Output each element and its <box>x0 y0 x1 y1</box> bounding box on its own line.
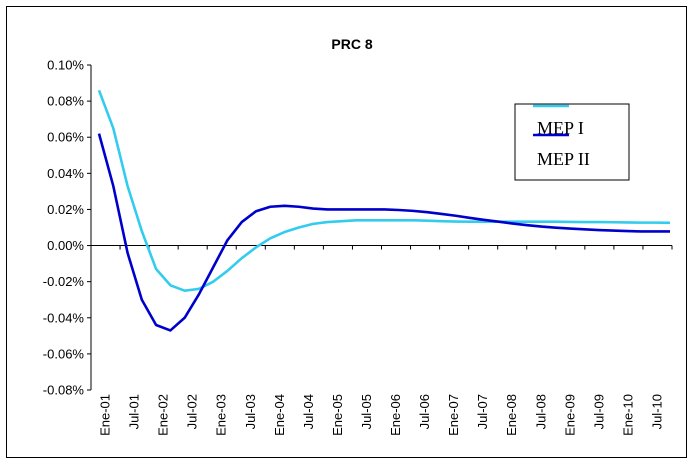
x-tick-label: Ene-07 <box>446 394 461 436</box>
x-tick-label: Ene-08 <box>504 394 519 436</box>
y-tick-label: 0.10% <box>47 58 84 73</box>
x-tick-label: Jul-06 <box>417 394 432 429</box>
y-tick-label: -0.08% <box>43 383 85 398</box>
series-line-mep-i <box>97 89 671 292</box>
x-tick-label: Jul-05 <box>359 394 374 429</box>
y-tick-label: 0.08% <box>47 94 84 109</box>
legend: MEP I MEP II <box>514 103 630 181</box>
y-tick-label: 0.04% <box>47 166 84 181</box>
y-tick-label: -0.04% <box>43 310 85 325</box>
x-tick-label: Jul-08 <box>533 394 548 429</box>
y-tick-label: 0.06% <box>47 130 84 145</box>
y-tick-label: -0.02% <box>43 274 85 289</box>
x-tick-label: Ene-10 <box>620 394 635 436</box>
x-tick-label: Jul-03 <box>243 394 258 429</box>
legend-label: MEP I <box>537 118 584 138</box>
y-tick-label: 0.02% <box>47 202 84 217</box>
x-tick-label: Jul-02 <box>185 394 200 429</box>
x-tick-label: Jul-09 <box>591 394 606 429</box>
x-tick-label: Jul-04 <box>301 394 316 429</box>
line-chart: PRC 8 0.10% 0.08% 0.06% 0.04% 0.02% 0.00% -0.0… <box>43 36 673 436</box>
legend-box <box>514 103 630 181</box>
series-line-mep-ii <box>97 133 670 332</box>
x-tick-label: Ene-04 <box>272 394 287 436</box>
chart-frame: PRC 8 0.10% 0.08% 0.06% 0.04% 0.02% 0.00% -0.0… <box>6 6 687 458</box>
x-tick-label: Jul-07 <box>475 394 490 429</box>
chart-title: PRC 8 <box>331 36 372 52</box>
y-tick-label: 0.00% <box>47 238 84 253</box>
x-tick-label: Ene-06 <box>388 394 403 436</box>
x-tick-label: Ene-02 <box>156 394 171 436</box>
legend-label: MEP II <box>537 149 590 169</box>
x-axis-ticks: Ene-01 Jul-01 Ene-02 Jul-02 Ene-03 Jul-03 Ene-… <box>90 245 673 436</box>
x-tick-label: Jul-01 <box>127 394 142 429</box>
series-lines <box>97 89 671 332</box>
x-tick-label: Ene-01 <box>98 394 113 436</box>
y-tick-label: -0.06% <box>43 346 85 361</box>
y-axis-ticks: 0.10% 0.08% 0.06% 0.04% 0.02% 0.00% -0.02% -0.0… <box>43 58 91 398</box>
x-tick-label: Ene-03 <box>214 394 229 436</box>
x-tick-label: Ene-09 <box>562 394 577 436</box>
x-tick-label: Jul-10 <box>649 394 664 429</box>
x-tick-label: Ene-05 <box>330 394 345 436</box>
